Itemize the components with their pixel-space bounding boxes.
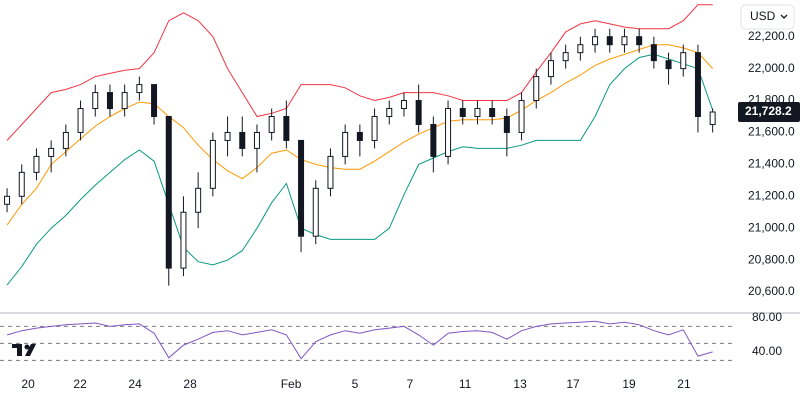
band-line (6, 4, 713, 141)
x-tick-label: Feb (281, 377, 302, 391)
candle-body (92, 92, 99, 110)
logo-stem (17, 344, 22, 356)
candle-body (386, 108, 393, 118)
currency-label: USD (750, 9, 776, 23)
candle-body (342, 131, 349, 157)
candle-body (283, 116, 290, 141)
y-tick-label: 22,000.0 (748, 61, 795, 75)
candle-body (62, 131, 69, 149)
x-tick-label: 21 (677, 377, 691, 391)
y-tick-label: 21,400.0 (748, 157, 795, 171)
candle-body (106, 92, 113, 110)
y-tick-label: 20,600.0 (748, 284, 795, 298)
logo-dot (24, 344, 30, 350)
last-price-label: 21,728.2 (745, 104, 792, 118)
candle-body (474, 108, 481, 118)
candle-body (650, 44, 657, 62)
candle-body (18, 171, 25, 197)
candle-body (606, 36, 613, 46)
x-tick-label: 22 (73, 377, 87, 391)
currency-button[interactable] (740, 4, 795, 30)
candle-body (489, 108, 496, 118)
candle-body (298, 139, 305, 237)
y-tick-label: 40.00 (752, 344, 782, 358)
x-tick-label: 17 (566, 377, 580, 391)
candle-body (503, 116, 510, 133)
candle-body (680, 52, 687, 70)
candle-body (592, 36, 599, 46)
y-tick-label: 20,800.0 (748, 252, 795, 266)
candle-body (415, 100, 422, 125)
x-tick-label: 13 (513, 377, 527, 391)
candle-body (77, 108, 84, 133)
candle-body (665, 60, 672, 70)
candle-body (4, 195, 11, 205)
x-tick-label: 5 (352, 377, 359, 391)
rsi-line (6, 320, 713, 360)
x-tick-label: 24 (128, 377, 142, 391)
candle-body (239, 131, 246, 149)
candle-body (400, 100, 407, 110)
y-tick-label: 21,000.0 (748, 220, 795, 234)
candle-body (165, 116, 172, 269)
candle-body (636, 36, 643, 46)
candle-body (33, 155, 40, 173)
candle-body (327, 155, 334, 189)
candle-body (48, 147, 55, 157)
candle-body (371, 116, 378, 141)
last-price-box (738, 102, 800, 123)
candle-body (209, 139, 216, 189)
x-tick-label: 28 (183, 377, 197, 391)
y-tick-label: 80.00 (752, 310, 782, 324)
x-tick-label: 19 (622, 377, 636, 391)
x-tick-label: 7 (407, 377, 414, 391)
candle-body (180, 211, 187, 269)
candle-body (151, 84, 158, 118)
candle-body (694, 52, 701, 118)
candle-body (533, 76, 540, 102)
logo-slash (25, 344, 36, 356)
candle-body (121, 92, 128, 110)
x-tick-label: 20 (21, 377, 35, 391)
candle-body (547, 60, 554, 78)
y-tick-label: 22,200.0 (748, 29, 795, 43)
logo (12, 344, 36, 356)
candle-body (459, 108, 466, 118)
candle-body (356, 131, 363, 141)
candle-body (253, 131, 260, 149)
candle-body (312, 187, 319, 237)
candle-body (445, 108, 452, 157)
candle-body (518, 100, 525, 133)
candle-body (709, 111, 716, 125)
y-tick-label: 21,600.0 (748, 125, 795, 139)
candle-body (268, 116, 275, 133)
currency-chevron (780, 14, 788, 19)
candle-body (430, 123, 437, 157)
candle-body (621, 36, 628, 46)
candle-body (224, 131, 231, 141)
band-line (6, 53, 714, 286)
candle-body (577, 44, 584, 54)
candle-body (136, 84, 143, 94)
y-tick-label: 21,200.0 (748, 188, 795, 202)
candle-body (195, 187, 202, 213)
candle-body (562, 52, 569, 62)
x-tick-label: 11 (459, 377, 472, 391)
